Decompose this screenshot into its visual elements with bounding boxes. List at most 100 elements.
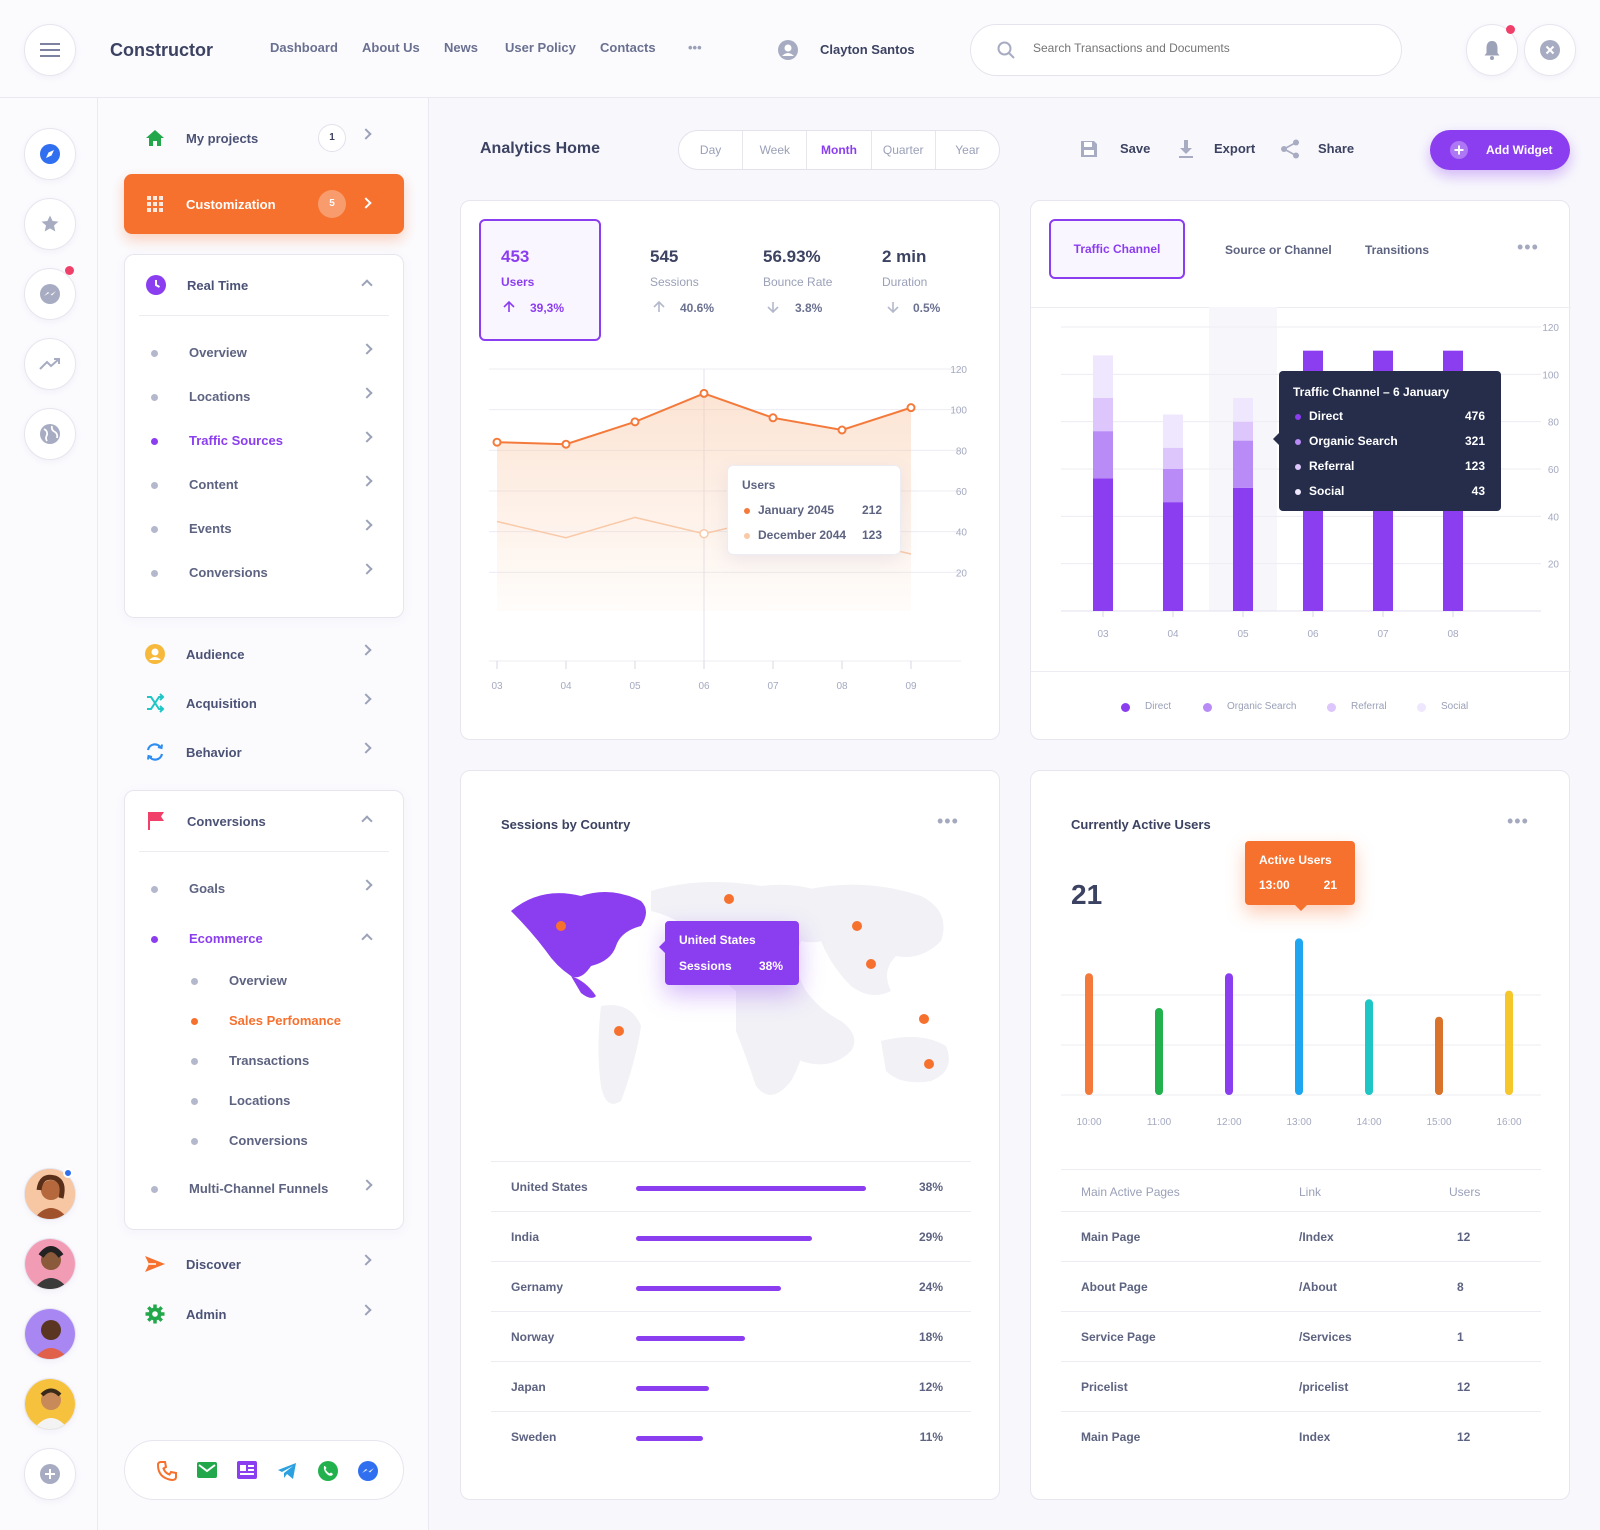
nav-more[interactable]: ••• <box>688 40 702 55</box>
ecommerce-locations[interactable]: Locations <box>125 1081 405 1121</box>
table-row[interactable]: Japan 12% <box>491 1361 971 1411</box>
whatsapp-icon[interactable] <box>317 1460 339 1482</box>
chevron-right-icon <box>361 431 373 443</box>
page-link[interactable]: Index <box>1299 1430 1331 1444</box>
table-row[interactable]: Main Page Index 12 <box>1061 1411 1541 1461</box>
sidebar-item-conversions[interactable]: Conversions <box>125 801 405 841</box>
sidebar-sub-locations[interactable]: Locations <box>125 377 405 417</box>
star-icon <box>41 215 59 232</box>
kpi-sessions-label: Sessions <box>650 275 699 289</box>
period-day[interactable]: Day <box>679 131 744 169</box>
avatar-4[interactable] <box>24 1378 76 1430</box>
country-name: Japan <box>511 1380 546 1394</box>
add-user-button[interactable] <box>24 1448 76 1500</box>
nav-user-policy[interactable]: User Policy <box>505 40 576 55</box>
page-link[interactable]: /Index <box>1299 1230 1334 1244</box>
tab-transitions[interactable]: Transitions <box>1365 243 1430 257</box>
period-month[interactable]: Month <box>807 131 872 169</box>
nav-news[interactable]: News <box>444 40 478 55</box>
table-row[interactable]: Gernamy 24% <box>491 1261 971 1311</box>
page-link[interactable]: /pricelist <box>1299 1380 1349 1394</box>
save-button[interactable]: Save <box>1120 141 1151 156</box>
telegram-icon[interactable] <box>277 1462 297 1480</box>
sidebar-sub-traffic-sources[interactable]: Traffic Sources <box>125 421 405 461</box>
sidebar-item-customization[interactable]: Customization 5 <box>124 174 404 234</box>
messenger-app-icon[interactable] <box>357 1460 379 1482</box>
map-north-america <box>511 892 646 978</box>
table-row[interactable]: Main Page/Index 12 <box>1061 1211 1541 1261</box>
period-week[interactable]: Week <box>743 131 808 169</box>
period-quarter[interactable]: Quarter <box>872 131 936 169</box>
rail-explore[interactable] <box>24 128 76 180</box>
user-name[interactable]: Clayton Santos <box>820 42 915 57</box>
sessions-menu-icon[interactable]: ••• <box>937 811 959 831</box>
table-row[interactable]: Pricelist/pricelist 12 <box>1061 1361 1541 1411</box>
sidebar-sub-events[interactable]: Events <box>125 509 405 549</box>
sidebar-sub-ecommerce[interactable]: Ecommerce <box>125 919 405 959</box>
table-row[interactable]: India 29% <box>491 1211 971 1261</box>
share-button[interactable]: Share <box>1318 141 1355 156</box>
phone-icon[interactable] <box>157 1461 177 1481</box>
rail-messages[interactable] <box>24 268 76 320</box>
tooltip-row-label: December 2044 <box>758 528 847 542</box>
sidebar-sub-content[interactable]: Content <box>125 465 405 505</box>
sidebar-item-admin[interactable]: Admin <box>124 1294 404 1334</box>
table-row[interactable]: Norway 18% <box>491 1311 971 1361</box>
rail-favorites[interactable] <box>24 198 76 250</box>
news-icon[interactable] <box>237 1461 257 1479</box>
sidebar-item-acquisition[interactable]: Acquisition <box>124 683 404 723</box>
sidebar-item-audience[interactable]: Audience <box>124 634 404 674</box>
traffic-menu-icon[interactable]: ••• <box>1517 237 1539 257</box>
table-row[interactable]: Service Page/Services 1 <box>1061 1311 1541 1361</box>
tab-source-channel[interactable]: Source or Channel <box>1225 243 1332 257</box>
table-row[interactable]: United States 38% <box>491 1161 971 1211</box>
avatar-3[interactable] <box>24 1308 76 1360</box>
table-row[interactable]: About Page/About 8 <box>1061 1261 1541 1311</box>
export-button[interactable]: Export <box>1214 141 1256 156</box>
kpi-users-card[interactable] <box>479 219 601 341</box>
sidebar-sub-goals[interactable]: Goals <box>125 869 405 909</box>
avatar-2-image <box>25 1239 75 1289</box>
ecommerce-conversions[interactable]: Conversions <box>125 1121 405 1161</box>
ecommerce-overview[interactable]: Overview <box>125 961 405 1001</box>
page-link[interactable]: /About <box>1299 1280 1337 1294</box>
sidebar-item-real-time[interactable]: Real Time <box>125 265 405 305</box>
active-users-menu-icon[interactable]: ••• <box>1507 811 1529 831</box>
page-users: 12 <box>1457 1430 1471 1444</box>
menu-button[interactable] <box>24 24 76 76</box>
bullet <box>191 1018 198 1025</box>
mail-icon[interactable] <box>197 1462 217 1478</box>
sidebar-item-behavior[interactable]: Behavior <box>124 732 404 772</box>
sidebar-sub-conversions[interactable]: Conversions <box>125 553 405 593</box>
search-box[interactable] <box>970 24 1402 76</box>
divider <box>139 851 389 852</box>
rail-globe[interactable] <box>24 408 76 460</box>
users-line-chart[interactable]: 20 40 60 80 100 120 03 04 05 06 07 08 09 <box>461 351 1001 741</box>
close-button[interactable] <box>1524 24 1576 76</box>
nav-contacts[interactable]: Contacts <box>600 40 656 55</box>
world-map[interactable] <box>501 871 961 1121</box>
active-users-chart[interactable]: 10:00 11:00 12:00 13:00 14:00 15:00 16:00 <box>1031 921 1571 1131</box>
sidebar-sub-funnels[interactable]: Multi-Channel Funnels <box>125 1169 405 1209</box>
ecommerce-transactions[interactable]: Transactions <box>125 1041 405 1081</box>
nav-dashboard[interactable]: Dashboard <box>270 40 338 55</box>
sidebar-item-discover[interactable]: Discover <box>124 1244 404 1284</box>
sidebar-item-my-projects[interactable]: My projects 1 <box>124 118 404 158</box>
bar-social <box>1093 355 1113 398</box>
rail-trends[interactable] <box>24 338 76 390</box>
period-year[interactable]: Year <box>955 143 980 157</box>
avatar-2[interactable] <box>24 1238 76 1290</box>
country-bar <box>636 1186 866 1191</box>
table-row[interactable]: Sweden 11% <box>491 1411 971 1461</box>
sidebar-item-label: Audience <box>186 646 245 662</box>
map-marker <box>556 921 566 931</box>
tab-traffic-channel[interactable]: Traffic Channel <box>1049 219 1185 279</box>
country-name: United States <box>511 1180 588 1194</box>
search-input[interactable] <box>1033 41 1363 55</box>
page-link[interactable]: /Services <box>1299 1330 1352 1344</box>
page-title: Analytics Home <box>480 140 601 157</box>
nav-about-us[interactable]: About Us <box>362 40 420 55</box>
sidebar-sub-overview[interactable]: Overview <box>125 333 405 373</box>
add-widget-button[interactable]: Add Widget <box>1430 130 1570 170</box>
ecommerce-sales-performance[interactable]: Sales Perfomance <box>125 1001 405 1041</box>
